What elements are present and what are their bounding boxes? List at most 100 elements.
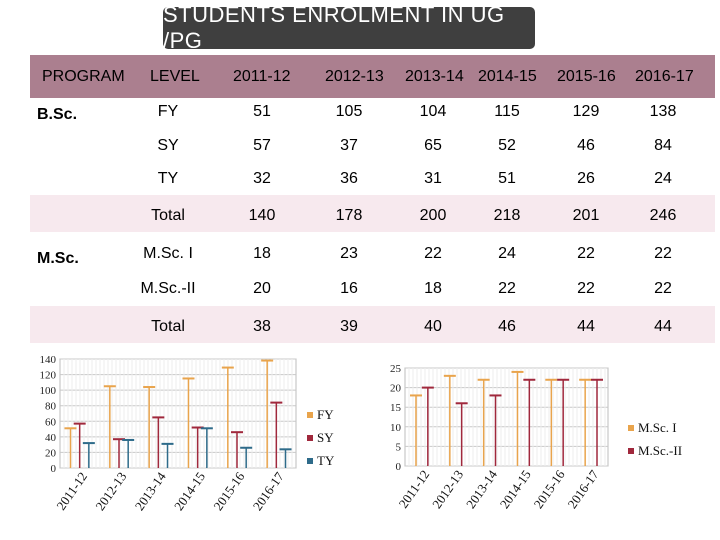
bar-top	[191, 426, 204, 429]
x-tick-label: 2011-12	[396, 467, 433, 511]
y-tick-label: 60	[45, 416, 57, 428]
value-cell: 129	[572, 103, 600, 120]
program-name: M.Sc.	[37, 250, 79, 267]
value-cell: 22	[654, 280, 672, 297]
value-cell: 138	[649, 103, 677, 120]
bar-top	[270, 401, 283, 404]
value-cell: 246	[649, 207, 677, 224]
legend-swatch	[628, 448, 634, 454]
level-cell: Total	[151, 318, 185, 335]
total-row-band	[30, 306, 715, 343]
program-name: B.Sc.	[37, 106, 78, 123]
bar-top	[64, 427, 77, 430]
x-tick-label: 2011-12	[53, 469, 90, 513]
value-cell: 22	[577, 280, 595, 297]
bar-top	[82, 442, 95, 445]
total-row-band	[30, 195, 715, 232]
x-tick-label: 2016-17	[250, 469, 287, 514]
value-cell: 24	[654, 170, 672, 187]
header-year: 2015-16	[557, 68, 616, 85]
x-tick-label: 2013-14	[463, 467, 500, 512]
value-cell: 22	[424, 245, 442, 262]
level-cell: TY	[157, 170, 179, 187]
y-tick-label: 40	[45, 432, 57, 444]
level-cell: Total	[151, 207, 185, 224]
value-cell: 22	[654, 245, 672, 262]
y-tick-label: 15	[390, 402, 402, 414]
bar-top	[443, 374, 456, 377]
bar-top	[523, 378, 536, 381]
value-cell: 46	[577, 137, 595, 154]
value-cell: 40	[424, 318, 442, 335]
y-tick-label: 100	[40, 385, 57, 397]
x-tick-label: 2016-17	[564, 467, 601, 512]
header-year: 2016-17	[635, 68, 694, 85]
value-cell: 46	[498, 318, 516, 335]
header-year: 2014-15	[478, 68, 537, 85]
value-cell: 20	[253, 280, 271, 297]
x-tick-label: 2015-16	[531, 467, 568, 512]
value-cell: 18	[424, 280, 442, 297]
value-cell: 115	[494, 103, 520, 120]
value-cell: 140	[248, 207, 276, 224]
bar-top	[409, 394, 422, 397]
y-tick-label: 5	[396, 441, 402, 453]
y-tick-label: 140	[40, 354, 57, 366]
value-cell: 22	[498, 280, 516, 297]
legend-swatch	[307, 458, 313, 464]
bar-top	[221, 366, 234, 369]
bar-top	[231, 431, 243, 434]
bar-top	[240, 446, 253, 449]
y-tick-label: 25	[390, 363, 402, 375]
bar-top	[113, 438, 125, 441]
bar-top	[545, 378, 558, 381]
value-cell: 84	[654, 137, 672, 154]
bar-top	[279, 448, 292, 451]
header-year: 2012-13	[325, 68, 384, 85]
value-cell: 38	[253, 318, 271, 335]
bar-top	[103, 385, 116, 388]
legend-label: SY	[317, 430, 334, 445]
bar-top	[511, 370, 524, 373]
value-cell: 18	[253, 245, 271, 262]
value-cell: 32	[253, 170, 271, 187]
y-tick-label: 20	[45, 447, 57, 459]
legend-label: M.Sc.-II	[638, 443, 682, 458]
value-cell: 51	[253, 103, 271, 120]
y-tick-label: 0	[396, 461, 402, 473]
value-cell: 22	[577, 245, 595, 262]
legend-label: FY	[317, 407, 334, 422]
value-cell: 52	[498, 137, 516, 154]
header-year: 2013-14	[405, 68, 464, 85]
value-cell: 104	[419, 103, 447, 120]
value-cell: 44	[577, 318, 595, 335]
bar-top	[477, 378, 490, 381]
bar-top	[591, 378, 604, 381]
value-cell: 23	[340, 245, 358, 262]
bar-top	[579, 378, 592, 381]
bar-top	[489, 394, 502, 397]
value-cell: 36	[340, 170, 358, 187]
value-cell: 65	[424, 137, 442, 154]
bar-top	[200, 427, 213, 430]
plot-area	[404, 367, 609, 467]
legend-label: TY	[317, 453, 335, 468]
bar-top	[122, 438, 135, 441]
bar-top	[261, 359, 274, 362]
bar-top	[143, 386, 156, 389]
page-title: STUDENTS ENROLMENT IN UG /PG	[163, 2, 535, 53]
value-cell: 44	[654, 318, 672, 335]
legend-label: M.Sc. I	[638, 420, 677, 435]
value-cell: 37	[340, 137, 358, 154]
bar-top	[455, 402, 468, 405]
value-cell: 51	[498, 170, 516, 187]
value-cell: 24	[498, 245, 516, 262]
x-tick-label: 2014-15	[497, 467, 534, 511]
level-cell: M.Sc.-II	[140, 280, 196, 297]
x-tick-label: 2013-14	[132, 469, 169, 514]
x-tick-label: 2015-16	[210, 469, 247, 514]
y-tick-label: 120	[40, 370, 57, 382]
value-cell: 39	[340, 318, 358, 335]
y-tick-label: 0	[51, 463, 57, 475]
